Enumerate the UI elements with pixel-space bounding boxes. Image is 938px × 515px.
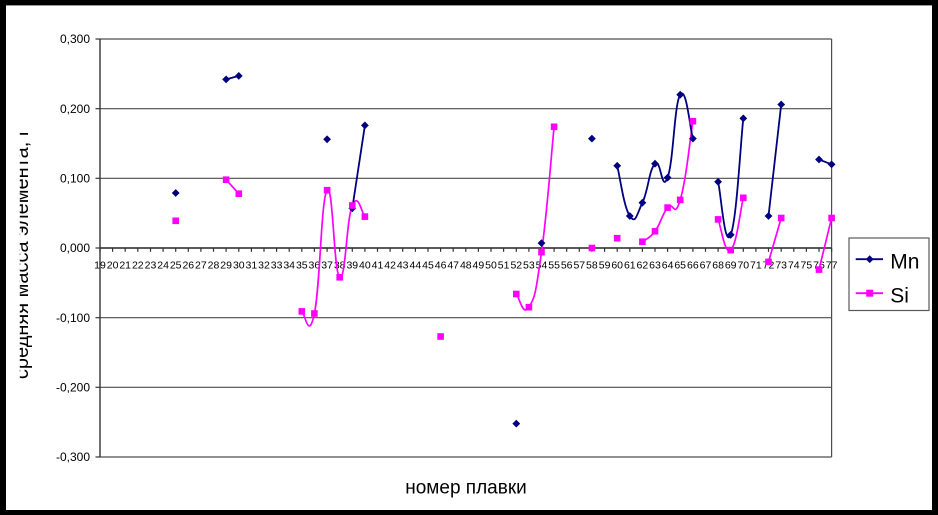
svg-text:-0,200: -0,200	[56, 381, 90, 395]
svg-text:40: 40	[359, 259, 371, 271]
svg-text:23: 23	[145, 259, 157, 271]
svg-text:31: 31	[246, 259, 258, 271]
svg-text:44: 44	[410, 259, 422, 271]
svg-text:21: 21	[119, 259, 131, 271]
svg-text:24: 24	[157, 259, 169, 271]
svg-text:26: 26	[182, 259, 194, 271]
svg-text:0,300: 0,300	[60, 32, 90, 46]
svg-text:67: 67	[700, 259, 712, 271]
svg-text:28: 28	[208, 259, 220, 271]
svg-text:39: 39	[346, 259, 358, 271]
svg-text:77: 77	[826, 259, 838, 271]
svg-text:64: 64	[662, 259, 674, 271]
svg-text:52: 52	[510, 259, 522, 271]
svg-text:53: 53	[523, 259, 535, 271]
svg-text:-0,100: -0,100	[56, 311, 90, 325]
svg-text:29: 29	[220, 259, 232, 271]
svg-text:43: 43	[397, 259, 409, 271]
svg-text:70: 70	[737, 259, 749, 271]
svg-text:41: 41	[372, 259, 384, 271]
svg-text:0,200: 0,200	[60, 102, 90, 116]
svg-text:48: 48	[460, 259, 472, 271]
svg-text:34: 34	[283, 259, 295, 271]
svg-text:19: 19	[94, 259, 106, 271]
svg-text:номер плавки: номер плавки	[405, 478, 527, 499]
svg-text:22: 22	[132, 259, 144, 271]
svg-text:51: 51	[498, 259, 510, 271]
svg-text:46: 46	[435, 259, 447, 271]
svg-text:68: 68	[712, 259, 724, 271]
svg-text:38: 38	[334, 259, 346, 271]
svg-text:25: 25	[170, 259, 182, 271]
svg-text:59: 59	[599, 259, 611, 271]
svg-text:69: 69	[725, 259, 737, 271]
svg-text:Mn: Mn	[890, 251, 919, 274]
svg-text:58: 58	[586, 259, 598, 271]
svg-text:73: 73	[775, 259, 787, 271]
svg-text:20: 20	[107, 259, 119, 271]
svg-text:35: 35	[296, 259, 308, 271]
svg-text:74: 74	[788, 259, 800, 271]
svg-text:65: 65	[674, 259, 686, 271]
svg-text:54: 54	[536, 259, 548, 271]
svg-text:62: 62	[637, 259, 649, 271]
svg-text:0,100: 0,100	[60, 172, 90, 186]
svg-text:37: 37	[321, 259, 333, 271]
svg-text:55: 55	[548, 259, 560, 271]
svg-text:56: 56	[561, 259, 573, 271]
svg-text:30: 30	[233, 259, 245, 271]
svg-text:66: 66	[687, 259, 699, 271]
svg-text:63: 63	[649, 259, 661, 271]
svg-text:33: 33	[271, 259, 283, 271]
svg-text:27: 27	[195, 259, 207, 271]
svg-text:50: 50	[485, 259, 497, 271]
svg-text:49: 49	[473, 259, 485, 271]
svg-text:61: 61	[624, 259, 636, 271]
svg-text:76: 76	[813, 259, 825, 271]
svg-text:0,000: 0,000	[60, 241, 90, 255]
svg-text:32: 32	[258, 259, 270, 271]
svg-text:75: 75	[801, 259, 813, 271]
svg-text:-0,300: -0,300	[56, 450, 90, 464]
svg-text:36: 36	[309, 259, 321, 271]
svg-text:47: 47	[447, 259, 459, 271]
svg-text:42: 42	[384, 259, 396, 271]
svg-text:71: 71	[750, 259, 762, 271]
svg-text:57: 57	[573, 259, 585, 271]
svg-text:60: 60	[611, 259, 623, 271]
svg-text:Si: Si	[890, 285, 909, 308]
svg-text:45: 45	[422, 259, 434, 271]
svg-text:72: 72	[763, 259, 775, 271]
